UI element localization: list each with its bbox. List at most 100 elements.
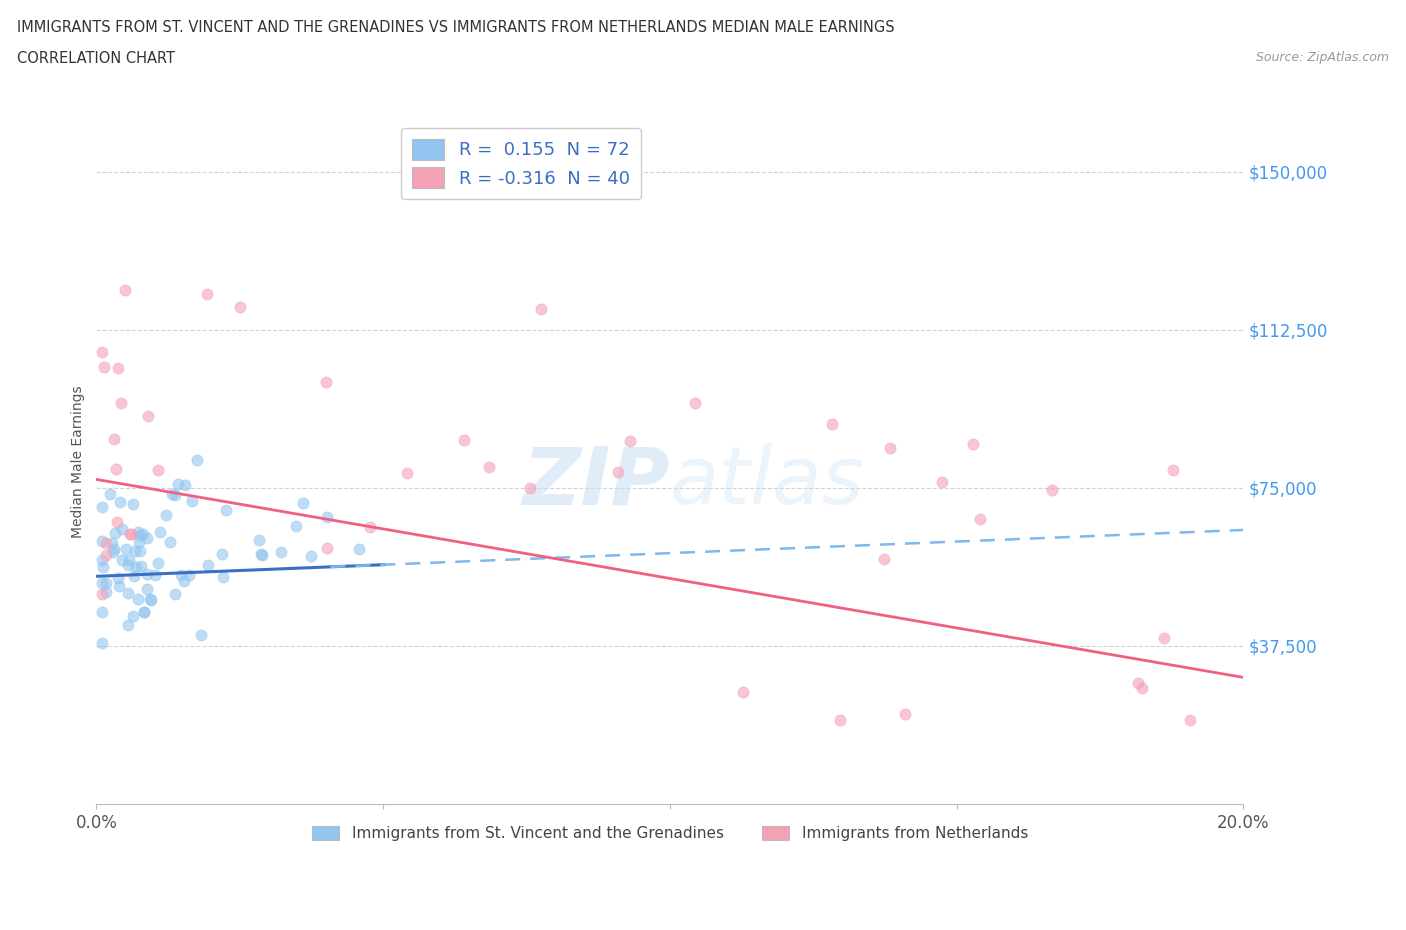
Point — [315, 375, 337, 390]
Point — [247, 532, 270, 547]
Point — [170, 567, 193, 582]
Point — [91, 576, 114, 591]
Point — [180, 494, 202, 509]
Point — [105, 514, 128, 529]
Point — [828, 712, 851, 727]
Point — [117, 557, 139, 572]
Point — [108, 495, 131, 510]
Point — [136, 567, 159, 582]
Point — [315, 540, 337, 555]
Point — [138, 591, 160, 606]
Text: atlas: atlas — [669, 443, 865, 521]
Point — [167, 476, 190, 491]
Point — [1153, 631, 1175, 645]
Point — [125, 560, 148, 575]
Point — [136, 408, 159, 423]
Point — [91, 587, 114, 602]
Point — [122, 496, 145, 511]
Point — [94, 575, 117, 590]
Point — [155, 507, 177, 522]
Point — [250, 547, 273, 562]
Point — [132, 604, 155, 619]
Point — [122, 608, 145, 623]
Point — [127, 525, 149, 539]
Point — [128, 535, 150, 550]
Point — [91, 499, 114, 514]
Point — [186, 452, 208, 467]
Point — [132, 526, 155, 541]
Point — [114, 283, 136, 298]
Point — [1130, 681, 1153, 696]
Point — [107, 361, 129, 376]
Point — [197, 558, 219, 573]
Point — [159, 535, 181, 550]
Point — [163, 487, 186, 502]
Point — [121, 526, 143, 541]
Point — [91, 559, 114, 574]
Point — [619, 434, 641, 449]
Point — [94, 548, 117, 563]
Point — [211, 547, 233, 562]
Point — [359, 520, 381, 535]
Point — [173, 477, 195, 492]
Point — [1126, 676, 1149, 691]
Text: Source: ZipAtlas.com: Source: ZipAtlas.com — [1256, 51, 1389, 64]
Point — [136, 530, 159, 545]
Point — [101, 536, 124, 551]
Point — [250, 548, 273, 563]
Point — [519, 481, 541, 496]
Y-axis label: Median Male Earnings: Median Male Earnings — [72, 385, 86, 538]
Point — [143, 567, 166, 582]
Point — [873, 551, 896, 566]
Legend: Immigrants from St. Vincent and the Grenadines, Immigrants from Netherlands: Immigrants from St. Vincent and the Gren… — [305, 820, 1033, 847]
Point — [101, 545, 124, 560]
Point — [969, 512, 991, 526]
Point — [127, 592, 149, 607]
Point — [453, 432, 475, 447]
Text: CORRELATION CHART: CORRELATION CHART — [17, 51, 174, 66]
Point — [122, 568, 145, 583]
Point — [91, 552, 114, 567]
Point — [190, 628, 212, 643]
Point — [1161, 463, 1184, 478]
Point — [291, 496, 314, 511]
Point — [139, 592, 162, 607]
Point — [215, 503, 238, 518]
Point — [285, 519, 308, 534]
Point — [118, 552, 141, 567]
Point — [103, 432, 125, 446]
Point — [129, 543, 152, 558]
Point — [685, 395, 707, 410]
Point — [931, 474, 953, 489]
Point — [879, 441, 901, 456]
Point — [96, 585, 118, 600]
Point — [91, 604, 114, 619]
Point — [117, 585, 139, 600]
Point — [124, 543, 146, 558]
Point — [111, 521, 134, 536]
Point — [136, 581, 159, 596]
Point — [110, 396, 132, 411]
Point — [107, 578, 129, 593]
Point — [478, 459, 501, 474]
Point — [146, 556, 169, 571]
Point — [1040, 483, 1063, 498]
Point — [212, 570, 235, 585]
Point — [299, 549, 322, 564]
Point — [347, 541, 370, 556]
Point — [107, 571, 129, 586]
Point — [120, 526, 142, 541]
Point — [91, 635, 114, 650]
Point — [111, 552, 134, 567]
Point — [270, 544, 292, 559]
Point — [96, 536, 118, 551]
Point — [821, 417, 844, 432]
Point — [105, 461, 128, 476]
Point — [733, 685, 755, 700]
Point — [91, 534, 114, 549]
Point — [103, 541, 125, 556]
Point — [91, 345, 114, 360]
Point — [134, 605, 156, 620]
Point — [129, 558, 152, 573]
Point — [148, 525, 170, 540]
